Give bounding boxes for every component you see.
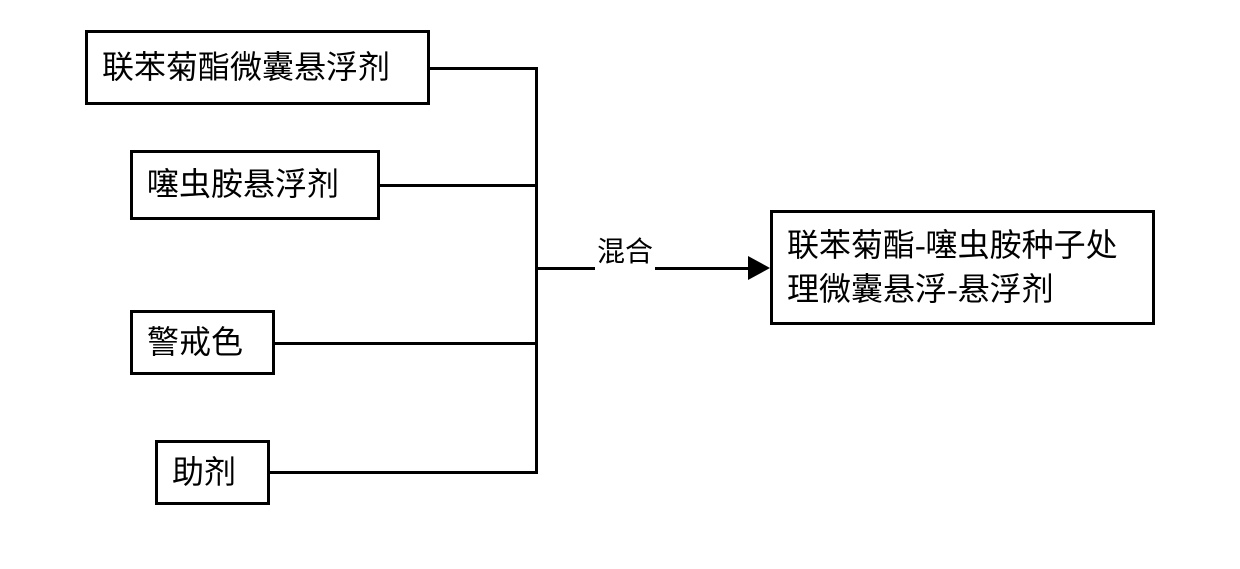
edge-label-mix: 混合 [595, 230, 655, 270]
connector-stub-1 [430, 67, 538, 70]
connector-stub-4 [270, 471, 538, 474]
node-label: 噻虫胺悬浮剂 [147, 163, 339, 206]
node-output-seed-treatment: 联苯菊酯-噻虫胺种子处理微囊悬浮-悬浮剂 [770, 210, 1155, 325]
node-label: 助剂 [172, 451, 236, 494]
node-label: 联苯菊酯微囊悬浮剂 [102, 46, 390, 89]
connector-stub-3 [275, 342, 538, 345]
node-input-warning-color: 警戒色 [130, 310, 275, 375]
connector-stub-2 [380, 184, 538, 187]
node-input-clothianidin-suspension: 噻虫胺悬浮剂 [130, 150, 380, 220]
node-input-adjuvant: 助剂 [155, 440, 270, 505]
node-input-bifenthrin-microcapsule: 联苯菊酯微囊悬浮剂 [85, 30, 430, 105]
arrowhead-icon [748, 256, 770, 280]
node-label: 联苯菊酯-噻虫胺种子处理微囊悬浮-悬浮剂 [787, 224, 1138, 310]
node-label: 警戒色 [147, 321, 243, 364]
diagram-canvas: 联苯菊酯微囊悬浮剂 噻虫胺悬浮剂 警戒色 助剂 联苯菊酯-噻虫胺种子处理微囊悬浮… [0, 0, 1240, 569]
edge-label-text: 混合 [597, 237, 653, 268]
connector-vertical-bus [535, 67, 538, 474]
